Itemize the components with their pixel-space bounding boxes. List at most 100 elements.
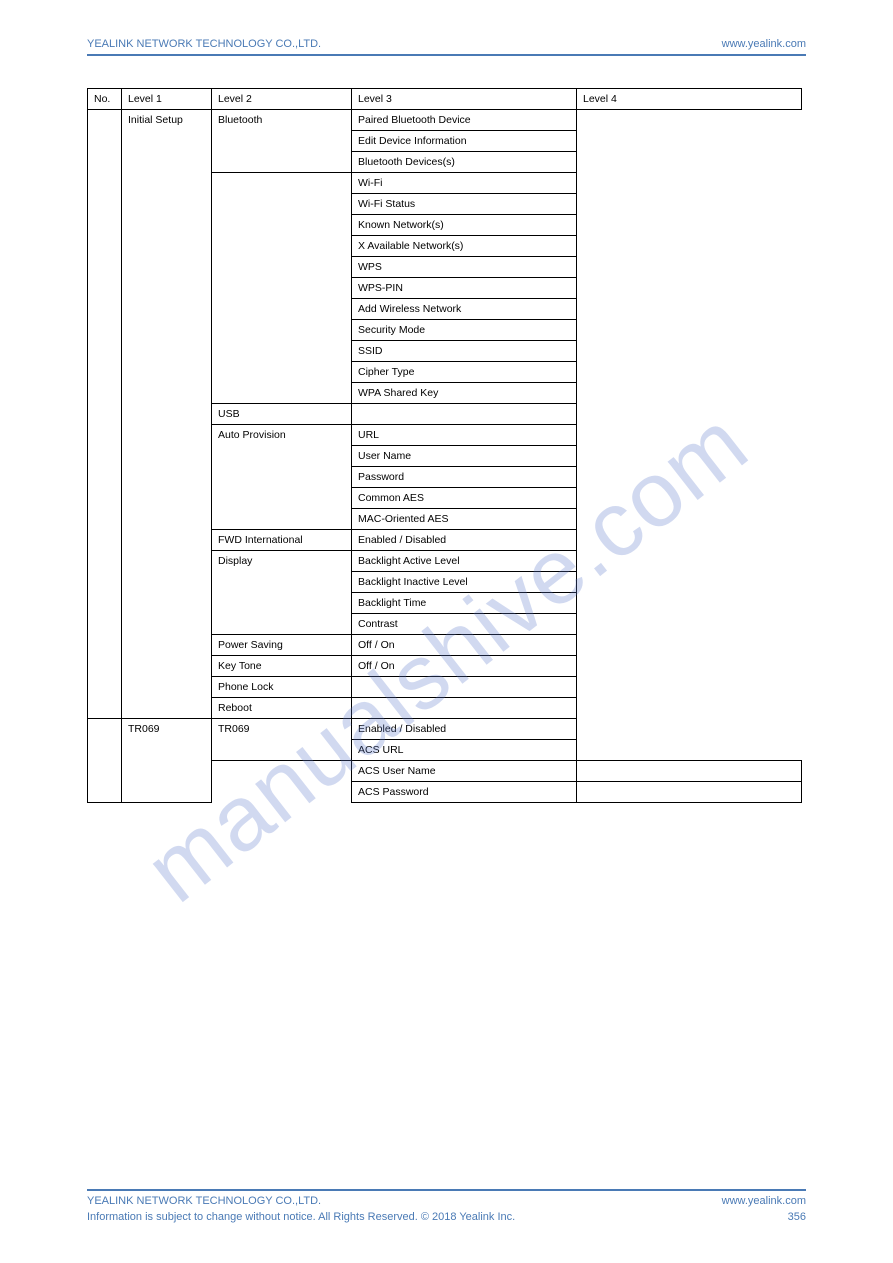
table-cell: Display [212, 551, 352, 635]
table-cell: Key Tone [212, 656, 352, 677]
page-footer: YEALINK NETWORK TECHNOLOGY CO.,LTD. www.… [87, 1189, 806, 1223]
table-cell [577, 320, 802, 341]
table-cell: Level 3 [352, 89, 577, 110]
table-cell: Backlight Active Level [352, 551, 577, 572]
table-cell: URL [352, 425, 577, 446]
table-cell [577, 740, 802, 761]
table-cell: Phone Lock [212, 677, 352, 698]
footer-line1-left: YEALINK NETWORK TECHNOLOGY CO.,LTD. [87, 1195, 321, 1207]
table-cell: User Name [352, 446, 577, 467]
table-cell [577, 341, 802, 362]
table-cell [577, 404, 802, 425]
table-cell: Common AES [352, 488, 577, 509]
table-cell: SSID [352, 341, 577, 362]
table-cell: Level 4 [577, 89, 802, 110]
table-cell: Edit Device Information [352, 131, 577, 152]
table-cell [577, 656, 802, 677]
table-cell: Password [352, 467, 577, 488]
table-cell: FWD International [212, 530, 352, 551]
table-cell: Bluetooth Devices(s) [352, 152, 577, 173]
table-cell: X Available Network(s) [352, 236, 577, 257]
table-cell: Paired Bluetooth Device [352, 110, 577, 131]
table-cell: ACS User Name [352, 761, 577, 782]
table-cell: ACS URL [352, 740, 577, 761]
table-cell [577, 488, 802, 509]
table-cell [212, 173, 352, 404]
footer-line2-right: 356 [788, 1211, 806, 1223]
table-cell: Backlight Inactive Level [352, 572, 577, 593]
table-cell [577, 362, 802, 383]
table-cell [577, 425, 802, 446]
table-cell [88, 110, 122, 719]
footer-rule [87, 1189, 806, 1191]
table-cell: Off / On [352, 656, 577, 677]
table-header-row: No.Level 1Level 2Level 3Level 4 [88, 89, 802, 110]
table-cell: Cipher Type [352, 362, 577, 383]
table-cell: Off / On [352, 635, 577, 656]
table-cell [577, 761, 802, 782]
table-cell [577, 530, 802, 551]
table-cell [577, 236, 802, 257]
table-cell: Enabled / Disabled [352, 719, 577, 740]
table-cell [577, 782, 802, 803]
table-cell: Auto Provision [212, 425, 352, 530]
table-cell [577, 698, 802, 719]
table-cell [577, 215, 802, 236]
table-cell: Contrast [352, 614, 577, 635]
header-left: YEALINK NETWORK TECHNOLOGY CO.,LTD. [87, 38, 321, 50]
table-cell [577, 257, 802, 278]
table-cell: WPS-PIN [352, 278, 577, 299]
table-cell: WPS [352, 257, 577, 278]
footer-line2-left: Information is subject to change without… [87, 1211, 515, 1223]
page: YEALINK NETWORK TECHNOLOGY CO.,LTD. www.… [0, 0, 893, 1263]
table-cell: TR069 [122, 719, 212, 803]
table-cell [577, 110, 802, 131]
table-cell: Initial Setup [122, 110, 212, 719]
table-cell [577, 593, 802, 614]
table-cell [577, 614, 802, 635]
table-cell [577, 467, 802, 488]
table-row: Initial SetupBluetoothPaired Bluetooth D… [88, 110, 802, 131]
table-cell: Reboot [212, 698, 352, 719]
table-cell: MAC-Oriented AES [352, 509, 577, 530]
table-cell: TR069 [212, 719, 352, 761]
table-cell [352, 404, 577, 425]
table-cell: USB [212, 404, 352, 425]
header-right: www.yealink.com [722, 38, 806, 50]
table-cell [88, 719, 122, 803]
table-cell [352, 698, 577, 719]
table-cell: No. [88, 89, 122, 110]
table-cell: Bluetooth [212, 110, 352, 173]
table-row: TR069TR069Enabled / Disabled [88, 719, 802, 740]
table-cell: Level 1 [122, 89, 212, 110]
table-cell: Known Network(s) [352, 215, 577, 236]
table-cell [212, 782, 352, 803]
table-cell [577, 719, 802, 740]
table-cell [577, 194, 802, 215]
table-cell: Add Wireless Network [352, 299, 577, 320]
table-cell [577, 173, 802, 194]
header-rule [87, 54, 806, 56]
table-cell [577, 551, 802, 572]
table-cell: Security Mode [352, 320, 577, 341]
table-cell: Wi-Fi Status [352, 194, 577, 215]
table-cell [577, 152, 802, 173]
table-cell [352, 677, 577, 698]
table-cell [577, 278, 802, 299]
table-cell: WPA Shared Key [352, 383, 577, 404]
table-cell [212, 761, 352, 782]
table-cell [577, 572, 802, 593]
table-cell [577, 446, 802, 467]
table-cell: Wi-Fi [352, 173, 577, 194]
table-cell [577, 299, 802, 320]
page-header: YEALINK NETWORK TECHNOLOGY CO.,LTD. www.… [87, 38, 806, 50]
table-cell: ACS Password [352, 782, 577, 803]
footer-line1-right: www.yealink.com [722, 1195, 806, 1207]
table-cell [577, 635, 802, 656]
menu-tree-table: No.Level 1Level 2Level 3Level 4Initial S… [87, 88, 802, 803]
table-cell: Level 2 [212, 89, 352, 110]
table-cell: Backlight Time [352, 593, 577, 614]
table-cell: Power Saving [212, 635, 352, 656]
table-cell [577, 509, 802, 530]
table-cell [577, 677, 802, 698]
